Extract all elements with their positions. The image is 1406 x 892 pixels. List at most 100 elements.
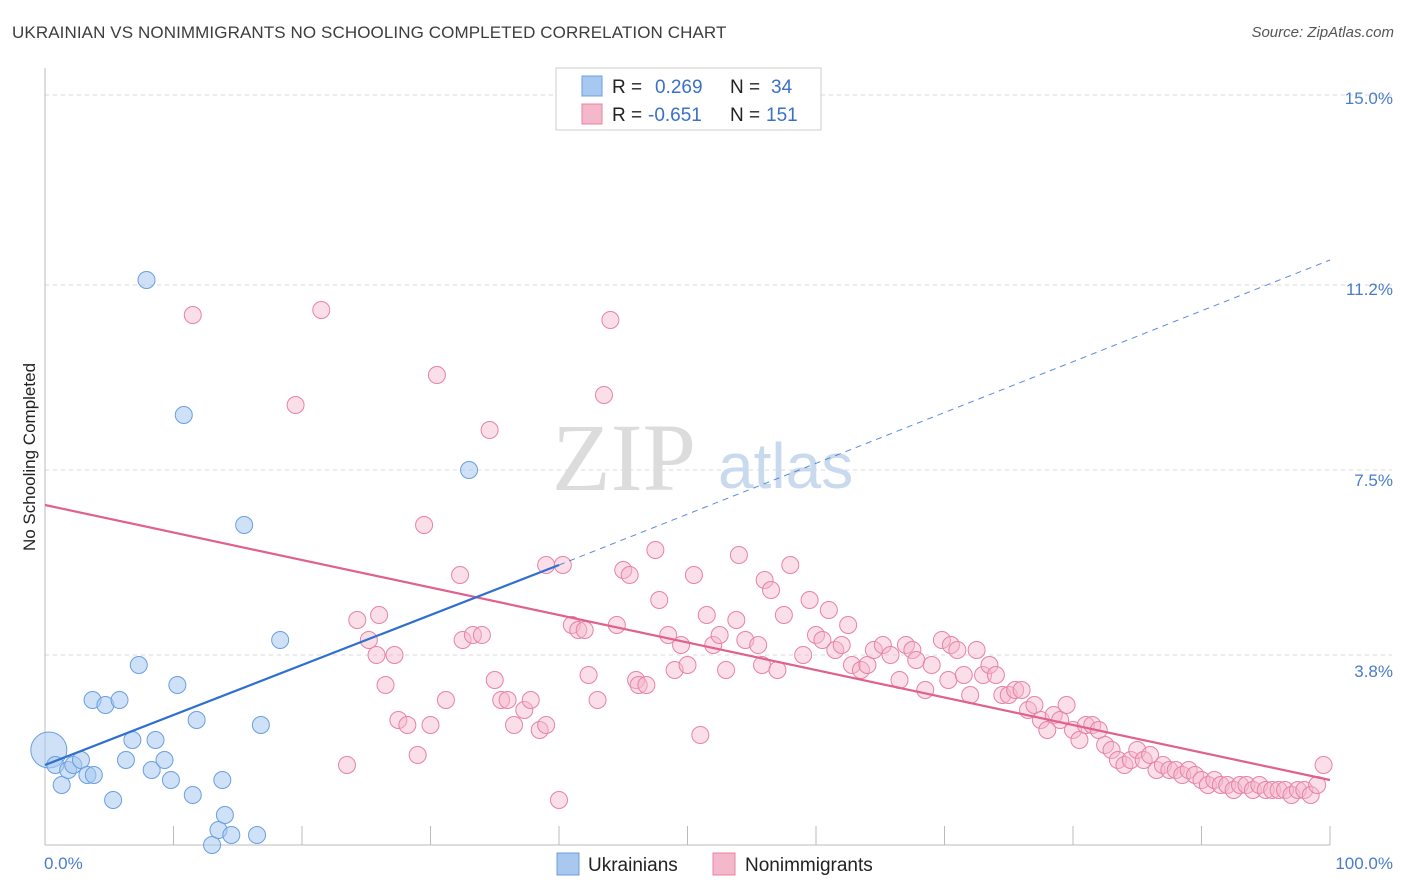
nonimmigrants-point-92: [954, 666, 973, 684]
ukrainians-point-28: [222, 826, 241, 844]
nonimmigrants-point-71: [813, 631, 832, 649]
nonimmigrants-point-14: [421, 716, 440, 734]
nonimmigrants-point-18: [453, 631, 472, 649]
nonimmigrants-point-31: [550, 791, 568, 809]
nonimmigrants-point-139: [1256, 781, 1275, 799]
nonimmigrants-point-47: [650, 591, 669, 609]
ukrainians-point-12: [116, 751, 135, 769]
ukrainians-point-30: [248, 826, 267, 844]
ukrainians-point-23: [187, 711, 206, 729]
y-tick-label-7-5: 7.5%: [1354, 471, 1393, 490]
nonimmigrants-point-32: [553, 556, 572, 574]
nonimmigrants-point-96: [980, 656, 999, 674]
ukrainians-point-22: [183, 786, 202, 804]
nonimmigrants-point-4: [348, 611, 367, 629]
nonimmigrants-point-46: [646, 541, 665, 559]
nonimmigrants-point-88: [932, 631, 951, 649]
chart-title: UKRAINIAN VS NONIMMIGRANTS NO SCHOOLING …: [12, 23, 727, 42]
nonimmigrants-point-121: [1141, 746, 1160, 764]
nonimmigrants-point-38: [594, 386, 613, 404]
ukrainians-point-7: [84, 766, 103, 784]
nonimmigrants-point-58: [729, 546, 748, 564]
x-tick-label-0: 0.0%: [44, 854, 83, 873]
nonimmigrants-point-52: [684, 566, 703, 584]
nonimmigrants-point-72: [819, 601, 838, 619]
nonimmigrants-point-63: [755, 571, 774, 589]
bottom-legend-nonimmigrants: Nonimmigrants: [745, 855, 873, 876]
nonimmigrants-point-51: [678, 656, 697, 674]
nonimmigrants-point-21: [480, 421, 499, 439]
ukrainians-point-10: [104, 791, 123, 809]
ukrainians-point-31: [251, 716, 270, 734]
nonimmigrants-point-94: [967, 641, 986, 659]
nonimmigrants-point-35: [575, 621, 594, 639]
nonimmigrants-point-9: [385, 646, 404, 664]
nonimmigrants-point-68: [794, 646, 813, 664]
nonimmigrants-point-69: [800, 591, 819, 609]
ukrainians-point-2: [52, 776, 71, 794]
nonimmigrants-point-75: [839, 616, 858, 634]
nonimmigrants-point-84: [903, 641, 922, 659]
nonimmigrants-point-27: [521, 691, 540, 709]
nonimmigrants-points: [183, 301, 1333, 809]
nonimmigrants-point-6: [367, 646, 386, 664]
x-tick-label-100: 100.0%: [1335, 854, 1393, 873]
ukrainians-point-17: [146, 731, 165, 749]
nonimmigrants-point-3: [337, 756, 356, 774]
nonimmigrants-point-2: [312, 301, 331, 319]
ukrainians-point-18: [155, 751, 174, 769]
nonimmigrants-point-87: [922, 656, 941, 674]
stats-legend-swatch-blue: [581, 75, 603, 97]
nonimmigrants-point-25: [505, 716, 524, 734]
nonimmigrants-point-74: [832, 636, 851, 654]
stats-legend-swatch-pink: [581, 103, 603, 125]
ukrainians-point-15: [137, 271, 156, 289]
nonimmigrants-point-29: [537, 716, 556, 734]
nonimmigrants-point-103: [1025, 696, 1044, 714]
nonimmigrants-point-91: [948, 641, 967, 659]
nonimmigrants-point-89: [939, 671, 958, 689]
nonimmigrants-point-12: [408, 746, 427, 764]
nonimmigrants-point-105: [1038, 721, 1057, 739]
nonimmigrants-point-79: [864, 641, 883, 659]
ukrainians-point-26: [215, 806, 234, 824]
nonimmigrants-point-22: [485, 671, 504, 689]
nonimmigrants-point-146: [1301, 786, 1320, 804]
nonimmigrants-point-43: [627, 671, 646, 689]
nonimmigrants-point-15: [427, 366, 446, 384]
nonimmigrants-point-16: [436, 691, 455, 709]
nonimmigrants-point-64: [762, 581, 781, 599]
nonimmigrants-point-97: [986, 666, 1005, 684]
nonimmigrants-point-80: [873, 636, 892, 654]
nonimmigrants-point-17: [451, 566, 470, 584]
nonimmigrants-point-13: [415, 516, 434, 534]
bottom-legend: Ukrainians Nonimmigrants: [556, 852, 873, 876]
ukrainians-points: [30, 271, 479, 854]
nonimmigrants-point-37: [588, 691, 607, 709]
ukrainians-point-11: [110, 691, 129, 709]
stats-legend: R = 0.269 N = 34 R = -0.651 N = 151: [555, 67, 822, 131]
nonimmigrants-point-36: [579, 666, 598, 684]
stats-legend-r-label-1: R =: [612, 77, 642, 98]
nonimmigrants-point-85: [907, 651, 926, 669]
nonimmigrants-point-67: [781, 556, 800, 574]
y-axis-label: No Schooling Completed: [20, 363, 39, 551]
nonimmigrants-point-100: [1006, 681, 1025, 699]
y-tick-label-15: 15.0%: [1345, 89, 1393, 108]
bottom-legend-ukrainians: Ukrainians: [588, 855, 678, 876]
nonimmigrants-point-45: [637, 676, 656, 694]
ukrainians-trend-line: [44, 563, 560, 767]
nonimmigrants-point-56: [710, 626, 729, 644]
nonimmigrants-point-61: [749, 636, 768, 654]
nonimmigrants-point-81: [881, 646, 900, 664]
nonimmigrants-point-115: [1102, 741, 1121, 759]
stats-legend-n-label-2: N =: [730, 105, 760, 126]
nonimmigrants-point-34: [569, 621, 588, 639]
nonimmigrants-point-148: [1314, 756, 1333, 774]
ukrainians-point-27: [213, 771, 232, 789]
ukrainians-point-32: [271, 631, 290, 649]
nonimmigrants-point-54: [697, 606, 716, 624]
nonimmigrants-point-44: [629, 676, 648, 694]
nonimmigrants-point-101: [1012, 681, 1031, 699]
ukrainians-point-14: [129, 656, 148, 674]
